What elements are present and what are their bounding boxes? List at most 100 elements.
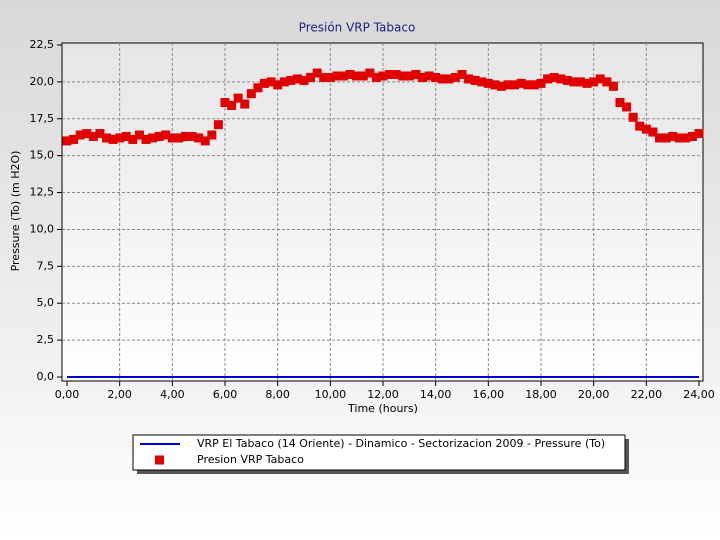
y-tick-label: 5,0 — [37, 296, 55, 309]
point — [95, 129, 105, 139]
point — [181, 131, 190, 141]
point — [635, 121, 645, 131]
point — [128, 134, 138, 144]
point — [450, 72, 460, 82]
point — [569, 77, 579, 87]
point — [628, 112, 638, 122]
point — [556, 74, 566, 84]
point — [503, 80, 513, 90]
point — [477, 77, 487, 87]
point — [404, 71, 414, 81]
point — [134, 130, 144, 140]
point — [260, 78, 269, 88]
y-tick-label: 22,5 — [30, 38, 55, 51]
point — [358, 71, 368, 81]
x-tick-label: 16,00 — [473, 388, 505, 401]
point — [418, 72, 427, 82]
point — [497, 81, 506, 91]
point — [273, 80, 283, 90]
y-tick-label: 2,5 — [37, 333, 55, 346]
point — [115, 133, 125, 143]
point — [510, 80, 520, 90]
point — [582, 78, 592, 88]
point — [371, 72, 381, 82]
y-tick-label: 10,0 — [30, 222, 55, 235]
x-tick-label: 14,00 — [420, 388, 452, 401]
point — [648, 127, 658, 137]
chart-title: Presión VRP Tabaco — [299, 21, 416, 35]
legend-label: Presion VRP Tabaco — [197, 453, 304, 466]
point — [88, 131, 98, 141]
point — [674, 133, 684, 143]
x-tick-label: 20,00 — [578, 388, 610, 401]
point — [391, 70, 401, 80]
point — [108, 134, 118, 144]
point — [523, 80, 533, 90]
x-tick-label: 6,00 — [213, 388, 238, 401]
point — [246, 89, 256, 99]
point — [378, 71, 388, 81]
point — [457, 70, 467, 80]
x-tick-label: 2,00 — [107, 388, 132, 401]
point — [332, 71, 342, 81]
point — [240, 99, 250, 109]
point — [424, 71, 434, 81]
point — [411, 70, 421, 80]
point — [312, 68, 322, 78]
point — [668, 131, 678, 141]
point — [464, 74, 474, 84]
y-tick-label: 17,5 — [30, 112, 55, 125]
point — [220, 98, 230, 108]
x-tick-label: 4,00 — [160, 388, 185, 401]
point — [325, 72, 335, 82]
point — [444, 74, 454, 84]
point — [352, 71, 362, 81]
point — [187, 131, 197, 141]
point — [141, 134, 151, 144]
point — [529, 80, 539, 90]
legend-label: VRP El Tabaco (14 Oriente) - Dinamico - … — [197, 437, 605, 450]
point — [345, 70, 355, 80]
point — [562, 75, 572, 85]
point — [398, 71, 408, 81]
x-tick-label: 22,00 — [631, 388, 663, 401]
x-tick-label: 18,00 — [525, 388, 557, 401]
point — [615, 98, 625, 108]
point — [148, 133, 158, 143]
point — [608, 81, 618, 91]
point — [69, 134, 79, 144]
point — [213, 120, 223, 130]
point — [233, 93, 243, 103]
point — [490, 80, 500, 90]
point — [661, 133, 671, 143]
point — [681, 133, 691, 143]
point — [431, 72, 441, 82]
point — [299, 75, 309, 85]
point — [167, 133, 177, 143]
legend-swatch — [155, 455, 164, 465]
point — [516, 78, 526, 88]
point — [279, 77, 289, 87]
x-tick-label: 0,00 — [55, 388, 80, 401]
point — [687, 131, 697, 141]
point — [655, 133, 664, 143]
point — [437, 74, 447, 84]
point — [62, 136, 72, 146]
point — [595, 74, 605, 84]
y-tick-label: 7,5 — [37, 259, 55, 272]
point — [286, 75, 296, 85]
point — [292, 74, 302, 84]
y-tick-label: 12,5 — [30, 186, 55, 199]
point — [622, 102, 632, 112]
point — [154, 131, 164, 141]
point — [483, 78, 493, 88]
point — [470, 75, 480, 85]
legend — [132, 434, 626, 471]
y-tick-label: 20,0 — [30, 75, 55, 88]
x-tick-label: 24,00 — [683, 388, 715, 401]
x-axis-label: Time (hours) — [347, 402, 418, 415]
point — [694, 129, 704, 139]
y-tick-label: 15,0 — [30, 149, 55, 162]
point — [266, 77, 276, 87]
